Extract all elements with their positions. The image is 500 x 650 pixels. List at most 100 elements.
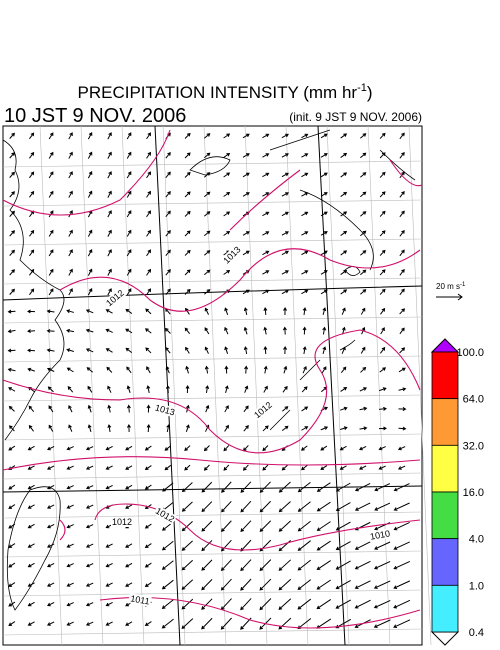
wind-arrow [301,231,309,236]
wind-arrow [161,618,174,629]
wind-arrow [201,617,213,630]
wind-arrow [374,483,391,492]
wind-arrow [259,500,272,513]
wind-arrow [379,346,386,354]
graticule-line [2,628,423,636]
wind-arrow [378,446,386,451]
wind-arrow [278,559,292,571]
wind-arrow [220,578,232,591]
wind-arrow [126,268,132,276]
wind-arrow [8,387,16,392]
wind-arrow [302,307,307,316]
wind-arrow [184,230,191,237]
wind-arrow [125,347,133,354]
wind-arrow [341,346,346,354]
wind-arrow [223,269,231,275]
wind-arrow [184,327,191,335]
wind-arrow [281,133,289,139]
wind-arrow [68,151,73,159]
wind-arrow [126,366,132,374]
wind-arrow [8,484,16,490]
wind-arrow [165,385,170,394]
wind-arrow [203,464,210,471]
wind-arrow [397,446,406,451]
wind-arrow [224,307,229,315]
wind-arrow [374,502,391,511]
wind-arrow [320,426,329,431]
wind-arrow [360,307,366,315]
wind-arrow [243,307,248,316]
wind-arrow [144,328,152,334]
wind-arrow [282,406,289,412]
wind-arrow [9,288,15,295]
wind-arrow [126,249,132,257]
wind-arrow [85,485,94,490]
wind-arrow [393,580,411,589]
wind-arrow [398,426,407,431]
wind-arrow [262,464,269,471]
wind-arrow [340,289,348,295]
wind-arrow [322,326,327,335]
wind-arrow [297,579,312,591]
wind-arrow [340,366,347,374]
graticule-line [2,433,423,441]
wind-arrow [203,269,211,276]
wind-arrow [379,288,386,295]
wind-arrow [203,230,211,237]
wind-arrow [68,132,73,140]
wind-arrow [107,171,112,179]
wind-arrow [263,385,268,393]
wind-arrow [105,309,113,314]
wind-arrow [354,580,371,589]
wind-arrow [399,347,406,354]
wind-arrow [205,385,210,394]
wind-arrow [164,464,172,471]
wind-arrow [300,464,308,471]
wind-arrow [242,153,250,158]
wind-arrow [340,406,348,411]
wind-arrow [66,367,74,373]
wind-arrow [66,563,74,568]
wind-arrow [27,329,36,334]
wind-arrow [105,601,113,607]
wind-arrow [27,484,35,490]
wind-arrow [27,523,35,529]
wind-arrow [201,481,213,493]
wind-arrow [320,153,328,158]
wind-arrow [320,231,328,236]
wind-arrow [373,599,391,609]
wind-arrow [340,191,348,197]
wind-arrow [340,250,348,256]
wind-arrow [281,250,289,256]
wind-arrow [320,270,328,275]
wind-arrow [379,230,386,237]
wind-arrow [87,229,93,237]
wind-arrow [161,540,174,551]
wind-arrow [85,602,94,607]
wind-arrow [85,348,94,353]
wind-arrow [29,229,35,237]
contour-label-bg [153,402,177,418]
graticule-line [121,125,145,646]
wind-arrow [146,132,152,140]
wind-arrow [184,191,191,198]
wind-arrow [47,386,54,393]
wind-arrow [125,504,133,509]
wind-arrow [354,541,371,550]
wind-arrow [126,385,131,393]
wind-arrow [223,172,231,178]
wind-arrow [181,618,194,630]
wind-arrow [46,524,55,529]
wind-arrow [7,367,16,372]
wind-arrow [87,424,92,433]
wind-arrow [66,485,74,490]
wind-arrow [184,210,191,217]
wind-arrow [46,621,55,626]
wind-arrow [300,445,308,451]
wind-arrow [27,348,36,353]
wind-arrow [379,269,386,276]
wind-arrow [29,190,35,198]
wind-arrow [144,582,152,588]
wind-arrow [105,562,113,568]
